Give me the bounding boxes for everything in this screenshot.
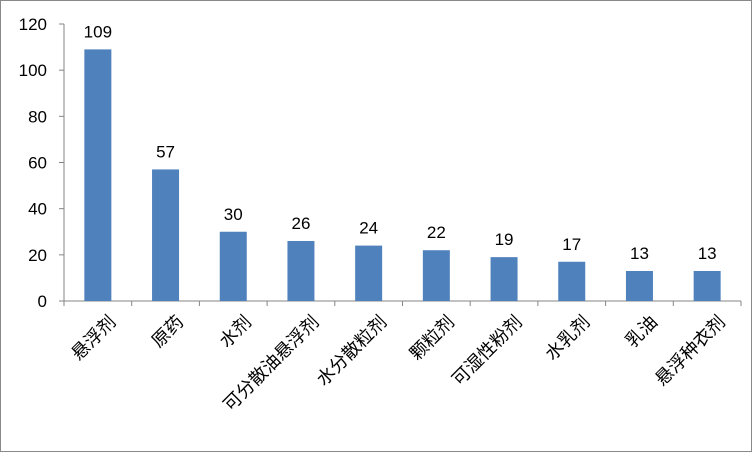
- bar: [84, 49, 112, 302]
- bar: [355, 245, 383, 301]
- category-label: 悬浮种衣剂: [651, 312, 729, 390]
- bar: [625, 270, 653, 301]
- y-tick-label: 60: [28, 154, 47, 173]
- y-tick-label: 20: [28, 246, 47, 265]
- bar: [490, 257, 518, 301]
- bar: [558, 261, 586, 301]
- bar: [693, 270, 721, 301]
- data-label: 13: [630, 244, 649, 263]
- y-tick-label: 0: [38, 292, 47, 311]
- data-label: 24: [359, 219, 378, 238]
- data-label: 22: [427, 223, 446, 242]
- y-tick-label: 100: [19, 61, 47, 80]
- category-label: 原药: [148, 312, 188, 352]
- data-label: 109: [84, 22, 112, 41]
- bar: [219, 231, 247, 301]
- bar: [152, 169, 180, 301]
- y-axis-ticks: 0 20 40 60 80 100 120: [19, 15, 64, 311]
- category-label: 水乳剂: [541, 312, 594, 365]
- y-tick-label: 40: [28, 200, 47, 219]
- data-label: 13: [698, 244, 717, 263]
- data-label: 30: [224, 205, 243, 224]
- data-labels: 109 57 30 26 24 22 19 17 13 13: [84, 22, 717, 263]
- category-label: 悬浮剂: [67, 312, 120, 365]
- bar: [422, 250, 450, 301]
- data-label: 19: [495, 230, 514, 249]
- category-label: 水分散粒剂: [313, 312, 391, 390]
- bar: [287, 240, 315, 301]
- data-label: 26: [291, 214, 310, 233]
- data-label: 57: [156, 142, 175, 161]
- category-label: 可湿性粉剂: [448, 312, 526, 390]
- data-label: 17: [562, 235, 581, 254]
- y-tick-label: 80: [28, 107, 47, 126]
- category-label: 颗粒剂: [406, 312, 459, 365]
- bars: [84, 49, 721, 302]
- category-label: 水剂: [216, 312, 256, 352]
- y-tick-label: 120: [19, 15, 47, 34]
- category-label: 乳油: [622, 312, 662, 352]
